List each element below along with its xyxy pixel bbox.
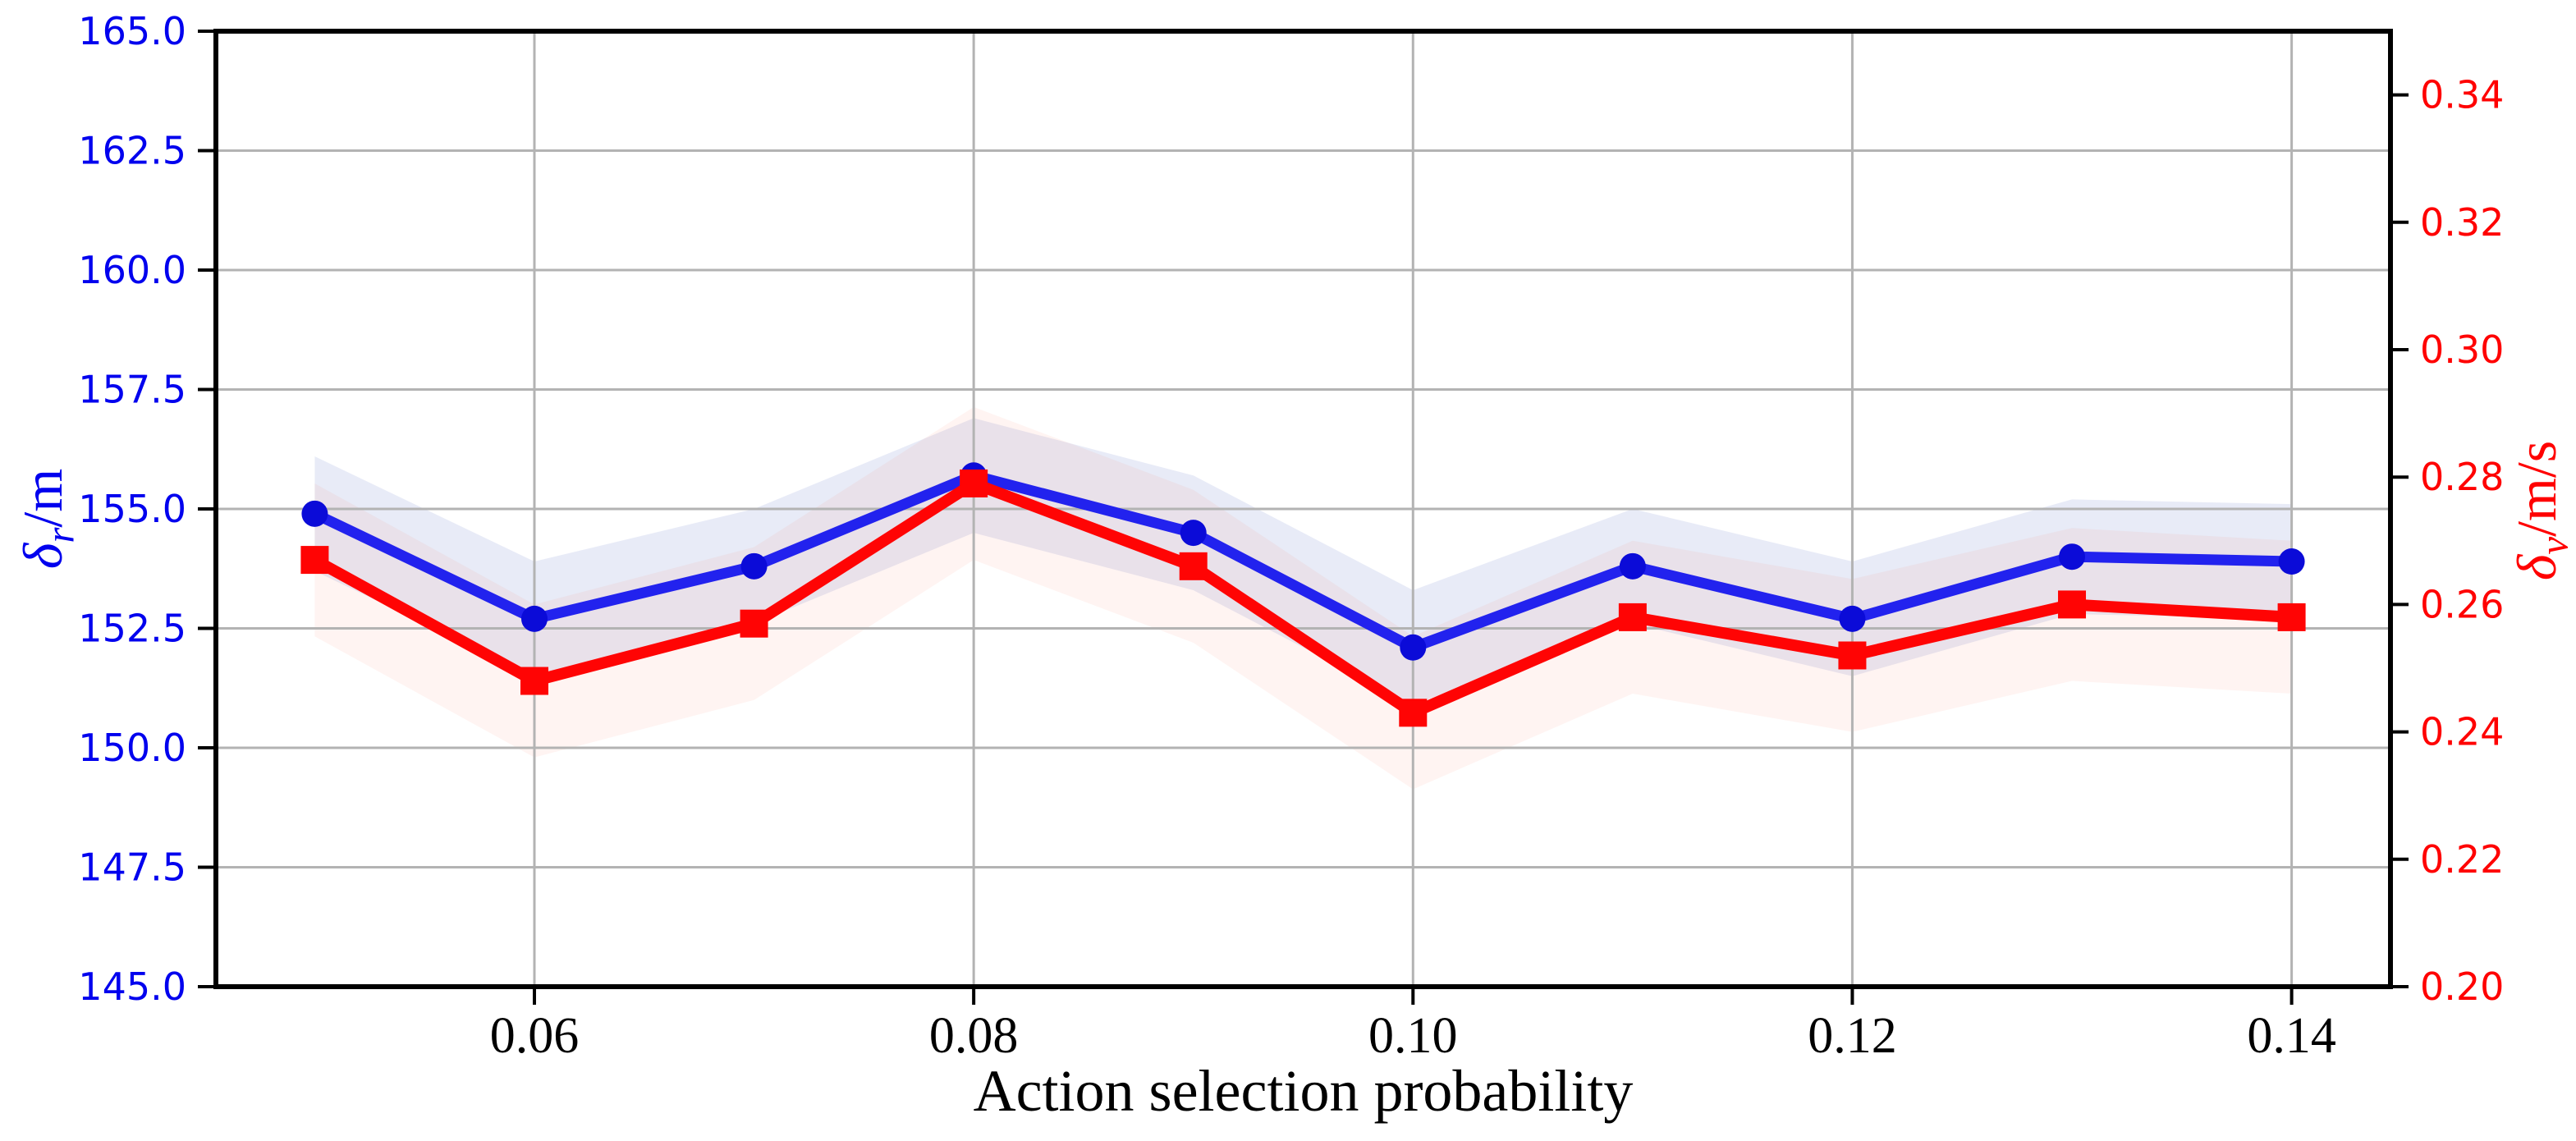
- ytick-left-label-150.0: 150.0: [78, 726, 186, 770]
- marker-delta_v-0.08: [960, 469, 988, 497]
- ytick-left-label-145.0: 145.0: [78, 965, 186, 1009]
- marker-delta_r-0.11: [1619, 552, 1646, 580]
- series-line-delta_r: [309, 470, 2298, 653]
- marker-delta_r-0.07: [740, 552, 768, 580]
- gridlines: [216, 30, 2390, 988]
- ytick-right-label-0.30: 0.30: [2420, 328, 2504, 372]
- ytick-right-label-0.26: 0.26: [2420, 582, 2504, 626]
- right-y-axis-label: δv/m/s: [2496, 346, 2576, 675]
- marker-delta_r-0.1: [1400, 634, 1427, 661]
- marker-delta_v-0.07: [740, 609, 768, 638]
- axis-label-unit: /m: [11, 468, 74, 528]
- ytick-right-label-0.34: 0.34: [2420, 73, 2504, 117]
- left-y-axis-label: δr/m: [2, 355, 84, 683]
- series-delta_v: [300, 469, 2306, 727]
- axis-label-subscript: v: [2531, 536, 2576, 555]
- marker-delta_v-0.06: [520, 667, 548, 695]
- ytick-right-label-0.32: 0.32: [2420, 200, 2504, 245]
- ytick-left-label-155.0: 155.0: [78, 487, 186, 531]
- marker-delta_v-0.09: [1179, 552, 1208, 580]
- marker-delta_v-0.13: [2058, 590, 2087, 619]
- ytick-left-label-157.5: 157.5: [78, 368, 186, 412]
- xtick-label-0.06: 0.06: [490, 1008, 580, 1064]
- ytick-right-label-0.20: 0.20: [2420, 965, 2504, 1009]
- marker-delta_r-0.13: [2059, 543, 2086, 570]
- ytick-left-label-165.0: 165.0: [78, 9, 186, 53]
- confidence-band-delta_v: [314, 406, 2292, 790]
- marker-delta_v-0.14: [2277, 603, 2306, 631]
- axis-label-symbol: δ: [2505, 554, 2568, 581]
- marker-delta_r-0.09: [1180, 520, 1207, 547]
- xtick-label-0.08: 0.08: [929, 1008, 1019, 1064]
- ytick-right-label-0.24: 0.24: [2420, 710, 2504, 754]
- marker-delta_r-0.14: [2278, 548, 2305, 575]
- ytick-right-label-0.22: 0.22: [2420, 837, 2504, 882]
- marker-delta_v-0.11: [1618, 603, 1647, 631]
- marker-delta_r-0.06: [520, 605, 548, 632]
- axis-ticks: 165.0 162.5 160.0 157.5 155.0 152.5 150.0 147.5…: [78, 9, 2504, 1064]
- x-axis-label: Action selection probability: [973, 1058, 1634, 1124]
- ytick-left-label-152.5: 152.5: [78, 607, 186, 651]
- marker-delta_v-0.05: [300, 546, 329, 575]
- confidence-band-delta_r: [314, 418, 2292, 705]
- ytick-right-label-0.28: 0.28: [2420, 455, 2504, 499]
- marker-delta_v-0.1: [1399, 699, 1428, 727]
- marker-delta_r-0.05: [301, 500, 328, 527]
- axis-label-subscript: r: [37, 527, 83, 543]
- xtick-label-0.10: 0.10: [1368, 1008, 1458, 1064]
- ytick-left-label-147.5: 147.5: [78, 845, 186, 890]
- xtick-label-0.14: 0.14: [2247, 1008, 2336, 1064]
- xtick-label-0.12: 0.12: [1808, 1008, 1897, 1064]
- axis-label-symbol: δ: [11, 543, 74, 570]
- marker-delta_r-0.12: [1839, 605, 1866, 632]
- ytick-left-label-160.0: 160.0: [78, 248, 186, 292]
- marker-delta_v-0.12: [1838, 641, 1867, 670]
- axis-label-unit: /m/s: [2505, 440, 2568, 537]
- series-line-delta_v: [309, 477, 2298, 719]
- ytick-left-label-162.5: 162.5: [78, 129, 186, 173]
